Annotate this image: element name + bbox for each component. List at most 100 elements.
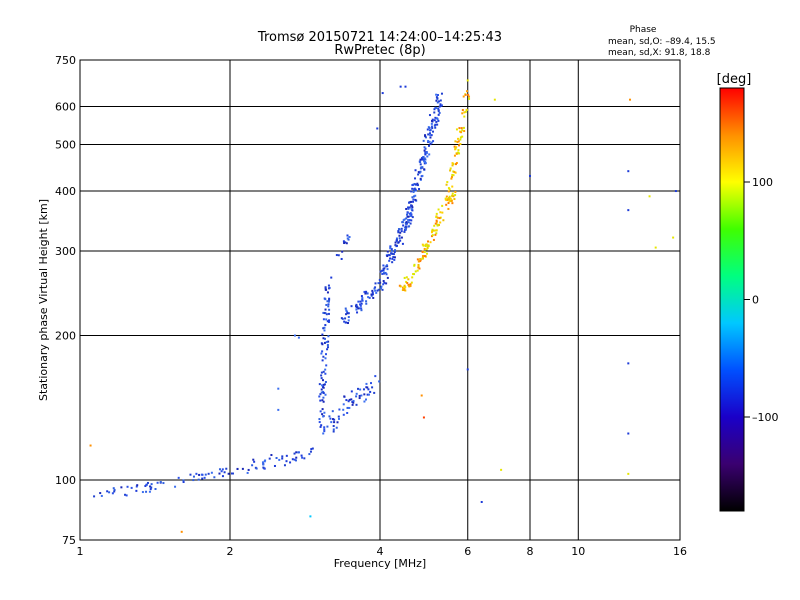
data-point	[120, 486, 123, 489]
data-point	[310, 448, 313, 451]
data-point	[374, 375, 377, 378]
data-point	[365, 382, 368, 385]
data-point	[320, 374, 323, 377]
data-point	[413, 195, 416, 198]
data-point	[627, 472, 630, 475]
data-point	[322, 327, 325, 330]
data-point	[439, 216, 442, 219]
data-point	[295, 456, 298, 459]
data-point	[414, 194, 417, 197]
data-point	[410, 213, 413, 216]
colorbar-tick-label: 100	[752, 176, 773, 189]
data-point	[429, 241, 432, 244]
data-point	[360, 307, 363, 310]
data-point	[435, 229, 438, 232]
data-point	[293, 458, 296, 461]
data-point	[189, 473, 192, 476]
data-point	[395, 244, 398, 247]
data-point	[360, 394, 363, 397]
data-point	[454, 171, 457, 174]
data-point	[414, 188, 417, 191]
data-point	[345, 242, 348, 245]
data-point	[218, 472, 221, 475]
data-point	[438, 105, 441, 108]
data-point	[386, 276, 389, 279]
data-point	[411, 196, 414, 199]
data-point	[382, 280, 385, 283]
data-point	[330, 421, 333, 424]
data-point	[453, 171, 456, 174]
y-tick-label: 75	[62, 534, 76, 547]
data-point	[395, 239, 398, 242]
data-point	[180, 530, 183, 533]
data-point	[445, 195, 448, 198]
data-point	[400, 236, 403, 239]
data-point	[441, 204, 444, 207]
data-point	[422, 254, 425, 257]
data-point	[319, 399, 322, 402]
data-point	[417, 171, 420, 174]
data-point	[371, 291, 374, 294]
data-point	[281, 457, 284, 460]
data-point	[420, 394, 423, 397]
data-point	[439, 221, 442, 224]
data-point	[322, 386, 325, 389]
data-point	[386, 250, 389, 253]
colorbar-tick-label: 0	[752, 294, 759, 307]
data-point	[421, 243, 424, 246]
data-point	[149, 485, 152, 488]
data-point	[255, 467, 258, 470]
data-point	[429, 143, 432, 146]
data-point	[413, 263, 416, 266]
data-point	[401, 242, 404, 245]
data-point	[381, 272, 384, 275]
data-point	[409, 283, 412, 286]
plot-area: 1 2 4 6 8 10 16 75 100 200 300 400 500 600 750	[55, 54, 687, 558]
data-point	[454, 163, 457, 166]
data-point	[433, 108, 436, 111]
y-tick-label: 100	[55, 474, 76, 487]
data-point	[405, 276, 408, 279]
data-point	[322, 370, 325, 373]
data-point	[295, 451, 298, 454]
data-point	[318, 418, 321, 421]
data-point	[231, 472, 234, 475]
data-point	[447, 198, 450, 201]
data-point	[419, 167, 422, 170]
data-point	[425, 252, 428, 255]
data-point	[414, 169, 417, 172]
data-point	[393, 258, 396, 261]
data-point	[346, 234, 349, 237]
data-point	[398, 237, 401, 240]
data-point	[429, 134, 432, 137]
data-point	[93, 495, 96, 498]
data-point	[359, 300, 362, 303]
data-point	[457, 144, 460, 147]
data-point	[405, 207, 408, 210]
data-point	[439, 99, 442, 102]
data-point	[435, 120, 438, 123]
data-point	[436, 118, 439, 121]
data-point	[407, 207, 410, 210]
data-point	[414, 270, 417, 273]
data-point	[457, 137, 460, 140]
data-point	[397, 229, 400, 232]
data-point	[404, 228, 407, 231]
data-point	[403, 226, 406, 229]
data-point	[323, 312, 326, 315]
data-point	[323, 411, 326, 414]
data-point	[382, 267, 385, 270]
data-point	[366, 292, 369, 295]
data-point	[411, 209, 414, 212]
data-point	[426, 155, 429, 158]
data-point	[374, 282, 377, 285]
data-point	[293, 334, 296, 337]
data-point	[374, 289, 377, 292]
data-point	[332, 424, 335, 427]
data-point	[382, 264, 385, 267]
data-point	[333, 421, 336, 424]
data-point	[361, 297, 364, 300]
data-point	[342, 408, 345, 411]
data-point	[453, 154, 456, 157]
